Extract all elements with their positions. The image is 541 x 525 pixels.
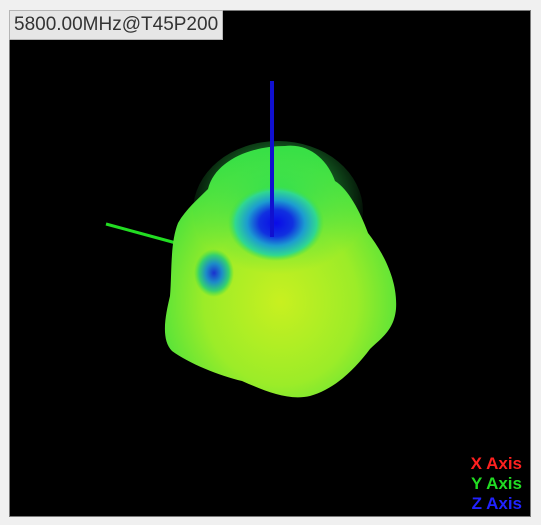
radiation-pattern-scene[interactable] [10,11,530,516]
y-axis-line [105,222,177,245]
3d-viewport[interactable]: X Axis Y Axis Z Axis [9,10,531,517]
legend-y-axis: Y Axis [470,474,522,493]
frequency-title: 5800.00MHz@T45P200 [9,10,224,40]
axis-legend: X Axis Y Axis Z Axis [471,454,522,514]
z-axis-null [228,185,324,261]
side-null [194,249,234,297]
legend-x-axis: X Axis [470,454,522,473]
legend-z-axis: Z Axis [471,494,522,513]
